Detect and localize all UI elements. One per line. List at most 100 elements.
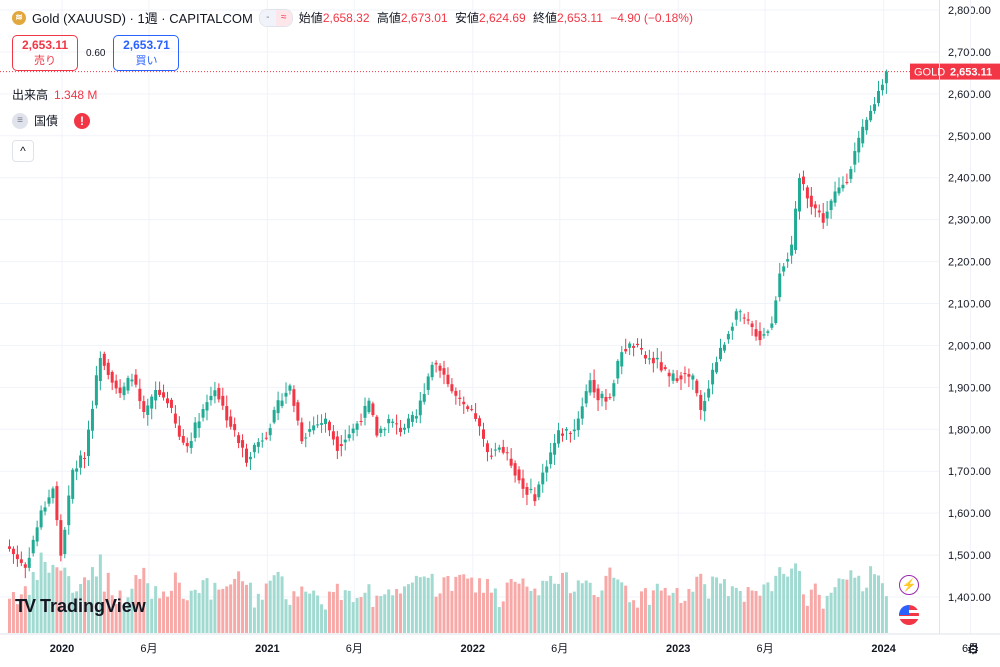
candle-body — [529, 488, 533, 491]
dividend-event-icon[interactable]: ⚡ — [899, 575, 919, 595]
candle-body — [31, 539, 35, 554]
candle-body — [288, 385, 292, 391]
volume-bar — [493, 588, 497, 633]
candle-body — [790, 244, 794, 256]
y-tick-label: 2,300.00 — [948, 215, 991, 227]
volume-bar — [470, 577, 474, 633]
volume-bar — [853, 577, 857, 633]
minus-icon[interactable]: - — [259, 9, 276, 26]
sell-button[interactable]: 2,653.11 売り — [12, 35, 78, 71]
candle-body — [470, 409, 474, 411]
last-price-symbol: GOLD — [914, 67, 945, 79]
candle-body — [509, 458, 513, 466]
candle-body — [55, 486, 59, 521]
candle-body — [474, 413, 478, 419]
candle-body — [122, 386, 126, 396]
volume-bar — [474, 592, 478, 633]
volume-bar — [434, 596, 438, 633]
candle-body — [722, 344, 726, 351]
volume-bar — [742, 601, 746, 633]
candle-body — [643, 354, 647, 359]
candle-body — [434, 362, 438, 365]
volume-bar — [509, 579, 513, 633]
us-flag-event-icon[interactable] — [899, 605, 919, 625]
candle-body — [541, 472, 545, 485]
candle-body — [600, 393, 604, 399]
trade-panel: 2,653.11 売り 0.60 2,653.71 買い — [12, 35, 180, 71]
volume-bar — [616, 579, 620, 633]
volume-legend[interactable]: 出来高 1.348 M — [12, 86, 97, 103]
tradingview-logo[interactable]: TV TradingView — [15, 596, 146, 617]
open-label: 始値 — [298, 11, 323, 25]
candle-body — [758, 331, 762, 341]
volume-bar — [438, 593, 442, 633]
candle-body — [142, 401, 146, 413]
y-tick-label: 1,700.00 — [948, 466, 991, 478]
approx-icon[interactable]: ≈ — [275, 9, 292, 26]
warning-icon[interactable]: ! — [74, 112, 91, 129]
volume-bar — [181, 598, 185, 633]
volume-bar — [268, 580, 272, 633]
volume-bar — [355, 597, 359, 633]
candle-body — [588, 380, 592, 393]
candle-body — [576, 418, 580, 431]
candle-body — [778, 273, 782, 298]
chart-mode-toggle[interactable]: - ≈ — [258, 8, 293, 27]
bond-icon: ≡ — [12, 112, 28, 129]
candle-body — [316, 424, 320, 426]
volume-bar — [426, 577, 430, 633]
volume-bar — [276, 571, 280, 633]
volume-bar — [446, 576, 450, 633]
buy-button[interactable]: 2,653.71 買い — [113, 35, 180, 71]
y-tick-label: 2,700.00 — [948, 47, 991, 59]
close-value: 2,653.11 — [557, 11, 603, 25]
symbol-title[interactable]: Gold (XAUUSD) · 1週 · CAPITALCOM — [32, 11, 253, 26]
chart-settings-gear-icon[interactable]: ⚙ — [966, 640, 980, 657]
candle-body — [256, 442, 260, 447]
candle-body — [126, 377, 130, 391]
y-tick-label: 2,100.00 — [948, 299, 991, 311]
low-label: 安値 — [454, 11, 479, 25]
volume-bar — [600, 590, 604, 633]
candle-body — [561, 433, 564, 436]
volume-bar — [256, 593, 260, 633]
candle-body — [485, 443, 489, 453]
candle-body — [493, 449, 497, 451]
candle-body — [659, 362, 663, 371]
last-price-value: 2,653.11 — [950, 67, 992, 79]
candle-body — [11, 548, 15, 555]
volume-bar — [442, 577, 446, 633]
collapse-legend-button[interactable]: ^ — [12, 140, 34, 162]
candle-body — [497, 447, 501, 450]
candle-body — [430, 364, 434, 378]
candle-body — [260, 440, 264, 442]
candle-body — [284, 392, 288, 397]
volume-bar — [339, 599, 343, 633]
candle-body — [466, 406, 470, 410]
candle-body — [798, 178, 801, 212]
candle-body — [450, 384, 454, 392]
indicator-legend[interactable]: ≡ 国債 ! — [12, 112, 91, 129]
volume-bar — [399, 593, 403, 633]
volume-bar — [27, 594, 31, 633]
candle-body — [446, 374, 450, 385]
volume-bar — [83, 577, 87, 633]
volume-bar — [308, 593, 312, 633]
sell-label: 売り — [34, 55, 56, 67]
volume-bar — [39, 552, 43, 633]
volume-bar — [829, 592, 833, 633]
candle-body — [248, 456, 252, 460]
volume-label: 出来高 — [12, 88, 49, 102]
candle-body — [185, 442, 189, 447]
volume-bar — [229, 584, 233, 633]
candle-body — [730, 326, 734, 331]
volume-bar — [351, 602, 355, 633]
volume-bar — [406, 584, 410, 633]
volume-bar — [884, 596, 888, 633]
candle-body — [138, 388, 142, 402]
volume-bar — [450, 590, 454, 633]
candle-body — [699, 394, 703, 410]
volume-bar — [110, 595, 114, 633]
candle-body — [406, 418, 410, 429]
